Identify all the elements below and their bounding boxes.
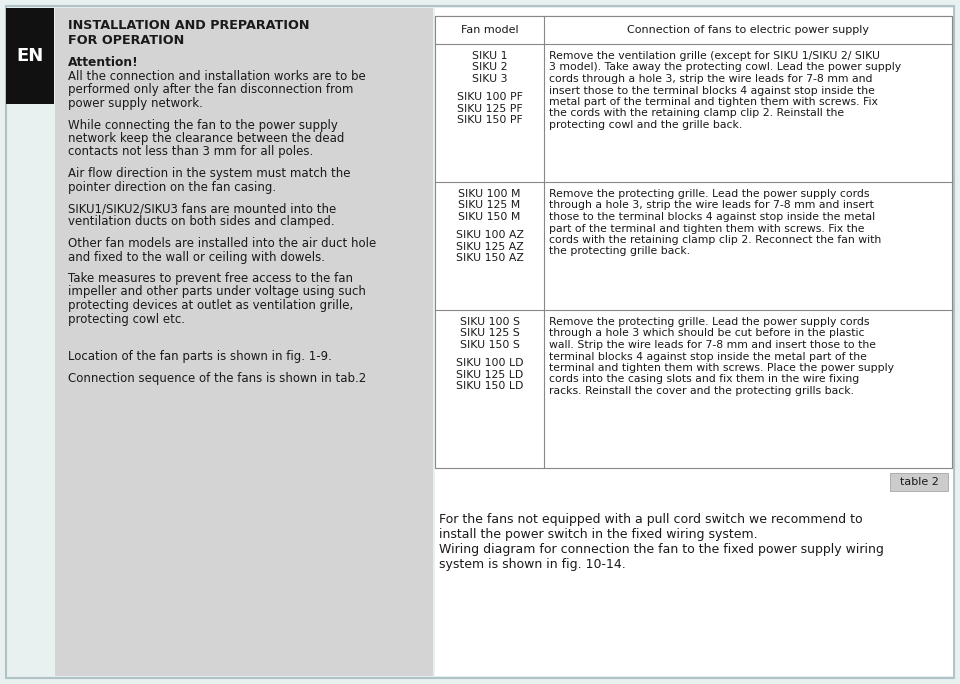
Text: through a hole 3 which should be cut before in the plastic: through a hole 3 which should be cut bef… [549,328,865,339]
Text: install the power switch in the fixed wiring system.: install the power switch in the fixed wi… [439,528,757,541]
Text: SIKU 100 M: SIKU 100 M [458,189,520,199]
Bar [6,8,54,104]
Text: SIKU 150 AZ: SIKU 150 AZ [456,253,523,263]
Text: Connection of fans to electric power supply: Connection of fans to electric power sup… [627,25,869,35]
Text: 3 model). Take away the protecting cowl. Lead the power supply: 3 model). Take away the protecting cowl.… [549,62,901,73]
Text: the protecting grille back.: the protecting grille back. [549,246,690,256]
Text: While connecting the fan to the power supply: While connecting the fan to the power su… [68,118,338,131]
Text: SIKU 100 LD: SIKU 100 LD [456,358,523,369]
Text: through a hole 3, strip the wire leads for 7-8 mm and insert: through a hole 3, strip the wire leads f… [549,200,874,211]
Text: Take measures to prevent free access to the fan: Take measures to prevent free access to … [68,272,353,285]
Text: the cords with the retaining clamp clip 2. Reinstall the: the cords with the retaining clamp clip … [549,109,844,118]
Text: FOR OPERATION: FOR OPERATION [68,34,184,47]
Bar [435,8,953,676]
Text: cords with the retaining clamp clip 2. Reconnect the fan with: cords with the retaining clamp clip 2. R… [549,235,881,245]
Bar [890,473,948,491]
Text: performed only after the fan disconnection from: performed only after the fan disconnecti… [68,83,353,96]
Text: SIKU 2: SIKU 2 [471,62,507,73]
Text: part of the terminal and tighten them with screws. Fix the: part of the terminal and tighten them wi… [549,224,865,233]
Text: SIKU 125 LD: SIKU 125 LD [456,370,523,380]
Text: racks. Reinstall the cover and the protecting grills back.: racks. Reinstall the cover and the prote… [549,386,854,396]
Text: network keep the clearance between the dead: network keep the clearance between the d… [68,132,345,145]
Text: protecting devices at outlet as ventilation grille,: protecting devices at outlet as ventilat… [68,299,353,312]
Text: SIKU 150 M: SIKU 150 M [458,212,520,222]
Text: Attention!: Attention! [68,56,139,69]
Text: Air flow direction in the system must match the: Air flow direction in the system must ma… [68,167,350,180]
Text: SIKU 150 S: SIKU 150 S [460,340,519,350]
Text: SIKU 1: SIKU 1 [471,51,507,61]
Text: Connection sequence of the fans is shown in tab.2: Connection sequence of the fans is shown… [68,372,367,385]
Text: SIKU 125 AZ: SIKU 125 AZ [456,242,523,252]
Text: Fan model: Fan model [461,25,518,35]
Text: SIKU 3: SIKU 3 [471,74,507,84]
Text: protecting cowl etc.: protecting cowl etc. [68,313,185,326]
Text: SIKU 150 LD: SIKU 150 LD [456,382,523,391]
Text: INSTALLATION AND PREPARATION: INSTALLATION AND PREPARATION [68,19,309,32]
Text: Other fan models are installed into the air duct hole: Other fan models are installed into the … [68,237,376,250]
Bar [435,16,952,468]
Text: Remove the protecting grille. Lead the power supply cords: Remove the protecting grille. Lead the p… [549,189,870,199]
Text: SIKU 150 PF: SIKU 150 PF [457,116,522,125]
Text: Remove the ventilation grille (except for SIKU 1/SIKU 2/ SIKU: Remove the ventilation grille (except fo… [549,51,880,61]
Text: Remove the protecting grille. Lead the power supply cords: Remove the protecting grille. Lead the p… [549,317,870,327]
Text: SIKU1/SIKU2/SIKU3 fans are mounted into the: SIKU1/SIKU2/SIKU3 fans are mounted into … [68,202,336,215]
Text: impeller and other parts under voltage using such: impeller and other parts under voltage u… [68,285,366,298]
Text: and fixed to the wall or ceiling with dowels.: and fixed to the wall or ceiling with do… [68,250,325,263]
Text: Wiring diagram for connection the fan to the fixed power supply wiring: Wiring diagram for connection the fan to… [439,543,884,556]
Text: SIKU 100 PF: SIKU 100 PF [457,92,522,103]
Text: terminal and tighten them with screws. Place the power supply: terminal and tighten them with screws. P… [549,363,894,373]
Text: SIKU 125 S: SIKU 125 S [460,328,519,339]
Text: terminal blocks 4 against stop inside the metal part of the: terminal blocks 4 against stop inside th… [549,352,867,362]
Text: insert those to the terminal blocks 4 against stop inside the: insert those to the terminal blocks 4 ag… [549,86,875,96]
Text: SIKU 100 AZ: SIKU 100 AZ [455,231,523,240]
Text: metal part of the terminal and tighten them with screws. Fix: metal part of the terminal and tighten t… [549,97,877,107]
Text: table 2: table 2 [900,477,939,487]
Bar [55,8,433,676]
Bar [435,16,952,44]
Text: protecting cowl and the grille back.: protecting cowl and the grille back. [549,120,742,130]
Text: All the connection and installation works are to be: All the connection and installation work… [68,70,366,83]
Text: SIKU 125 PF: SIKU 125 PF [457,104,522,114]
Text: SIKU 100 S: SIKU 100 S [460,317,519,327]
Text: contacts not less than 3 mm for all poles.: contacts not less than 3 mm for all pole… [68,146,313,159]
Text: those to the terminal blocks 4 against stop inside the metal: those to the terminal blocks 4 against s… [549,212,876,222]
Text: EN: EN [16,47,43,65]
Text: SIKU 125 M: SIKU 125 M [458,200,520,211]
Text: cords through a hole 3, strip the wire leads for 7-8 mm and: cords through a hole 3, strip the wire l… [549,74,873,84]
Text: pointer direction on the fan casing.: pointer direction on the fan casing. [68,181,276,194]
Text: For the fans not equipped with a pull cord switch we recommend to: For the fans not equipped with a pull co… [439,513,863,526]
Text: power supply network.: power supply network. [68,97,203,110]
Text: ventilation ducts on both sides and clamped.: ventilation ducts on both sides and clam… [68,215,335,228]
Text: system is shown in fig. 10-14.: system is shown in fig. 10-14. [439,558,626,571]
Text: Location of the fan parts is shown in fig. 1-9.: Location of the fan parts is shown in fi… [68,350,332,363]
Text: cords into the casing slots and fix them in the wire fixing: cords into the casing slots and fix them… [549,375,859,384]
Text: wall. Strip the wire leads for 7-8 mm and insert those to the: wall. Strip the wire leads for 7-8 mm an… [549,340,876,350]
